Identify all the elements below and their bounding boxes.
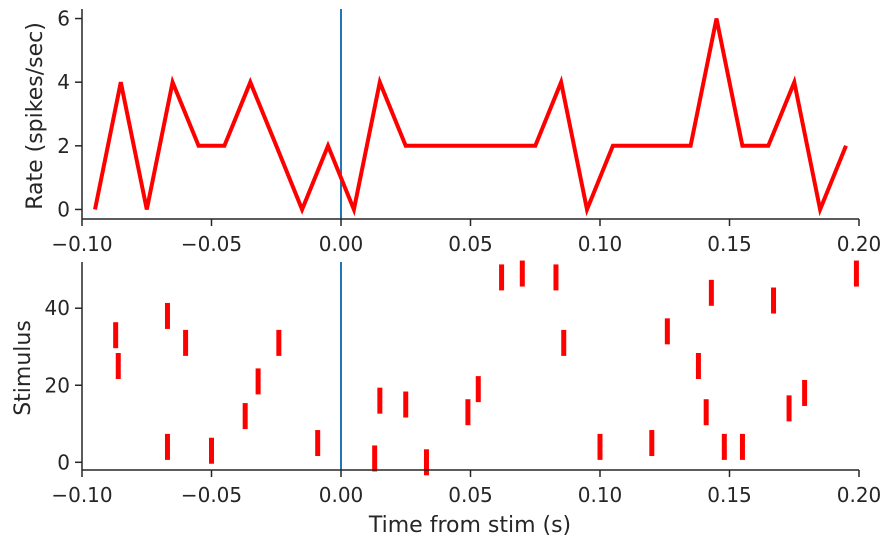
rate-x-ticks: −0.10 −0.05 0.00 0.05 0.10 0.15 0.20 — [51, 219, 881, 256]
rate-x-tick-label: −0.10 — [51, 232, 112, 256]
raster-y-ticks: 0 20 40 — [45, 296, 82, 474]
rate-x-tick-label: 0.15 — [707, 232, 752, 256]
raster-y-tick-label: 20 — [45, 373, 70, 397]
rate-x-tick-label: 0.05 — [448, 232, 493, 256]
raster-y-tick-label: 40 — [45, 296, 70, 320]
rate-y-tick-label: 6 — [57, 7, 70, 31]
rate-y-tick-label: 2 — [57, 134, 70, 158]
rate-y-axis-label: Rate (spikes/sec) — [23, 22, 48, 210]
rate-y-ticks: 0 2 4 6 — [57, 7, 82, 221]
rate-y-tick-label: 0 — [57, 197, 70, 221]
raster-x-tick-label: 0.10 — [578, 483, 623, 507]
raster-x-axis-label: Time from stim (s) — [368, 513, 571, 538]
raster-x-ticks: −0.10 −0.05 0.00 0.05 0.10 0.15 0.20 — [51, 470, 881, 507]
raster-spikes — [113, 260, 859, 476]
rate-x-tick-label: 0.00 — [319, 232, 364, 256]
raster-x-tick-label: 0.05 — [448, 483, 493, 507]
raster-x-tick-label: 0.20 — [837, 483, 882, 507]
rate-line — [93, 18, 848, 217]
raster-x-tick-label: −0.05 — [181, 483, 242, 507]
raster-x-tick-label: 0.00 — [319, 483, 364, 507]
rate-x-tick-label: 0.10 — [578, 232, 623, 256]
raster-x-tick-label: −0.10 — [51, 483, 112, 507]
raster-y-axis-label: Stimulus — [11, 320, 36, 416]
rate-x-tick-label: 0.20 — [837, 232, 882, 256]
raster-x-tick-label: 0.15 — [707, 483, 752, 507]
rate-x-tick-label: −0.05 — [181, 232, 242, 256]
raster-panel: −0.10 −0.05 0.00 0.05 0.10 0.15 0.20 0 20 40 Sti… — [11, 260, 881, 538]
raster-y-tick-label: 0 — [57, 450, 70, 474]
rate-y-tick-label: 4 — [57, 70, 70, 94]
rate-panel: −0.10 −0.05 0.00 0.05 0.10 0.15 0.20 0 2 4 6 Rate… — [23, 7, 881, 256]
